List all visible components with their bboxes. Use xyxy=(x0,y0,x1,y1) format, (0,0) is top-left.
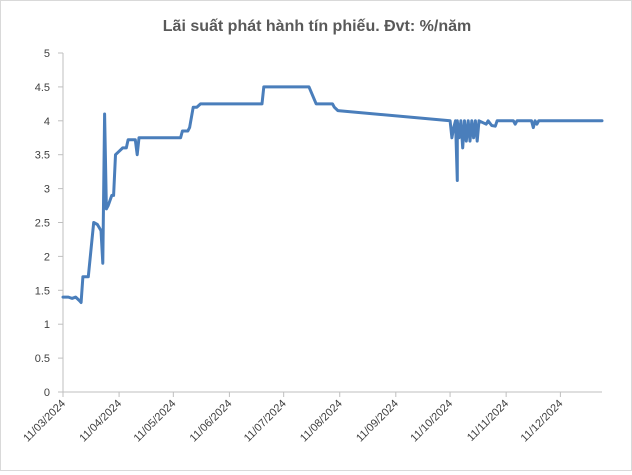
x-tick-label: 11/12/2024 xyxy=(519,398,566,445)
x-tick-label: 11/03/2024 xyxy=(21,398,68,445)
x-tick-label: 11/08/2024 xyxy=(298,398,345,445)
y-tick-label: 3.5 xyxy=(35,150,50,162)
y-tick-label: 3 xyxy=(44,184,50,196)
x-tick-label: 11/10/2024 xyxy=(408,398,455,445)
x-tick-label: 11/06/2024 xyxy=(188,398,235,445)
y-tick-label: 2.5 xyxy=(35,218,50,230)
y-tick-label: 2 xyxy=(44,251,50,263)
x-tick-label: 11/09/2024 xyxy=(354,398,401,445)
x-axis: 11/03/2024 11/04/2024 11/05/2024 11/06/2024… xyxy=(21,391,602,445)
y-tick-label: 0.5 xyxy=(35,353,50,365)
y-tick-label: 0 xyxy=(44,387,50,399)
series-line xyxy=(61,85,604,304)
series-group xyxy=(61,85,604,304)
y-tick-label: 1 xyxy=(44,319,50,331)
x-tick-label: 11/05/2024 xyxy=(132,398,179,445)
x-tick-label: 11/11/2024 xyxy=(465,398,511,444)
y-axis: 0 0.5 1 1.5 2 2.5 3 3.5 4 4.5 5 xyxy=(35,48,64,399)
y-tick-label: 5 xyxy=(44,48,50,60)
x-tick-label: 11/04/2024 xyxy=(77,398,124,445)
x-tick-label: 11/07/2024 xyxy=(242,398,289,445)
y-tick-label: 4 xyxy=(44,116,50,128)
chart-title: Lãi suất phát hành tín phiếu. Đvt: %/năm xyxy=(162,18,472,35)
y-tick-label: 1.5 xyxy=(35,285,50,297)
y-tick-label: 4.5 xyxy=(35,82,50,94)
